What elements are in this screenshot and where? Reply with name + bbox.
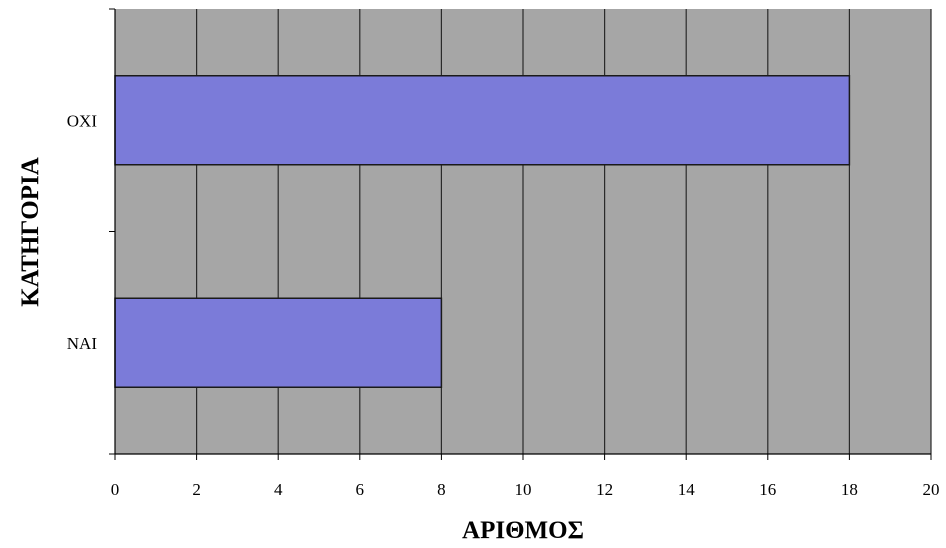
bars bbox=[114, 75, 851, 388]
x-tick-label: 20 bbox=[923, 480, 940, 499]
y-tick-labels: ΝΑΙ ΟΧΙ bbox=[67, 111, 98, 353]
axes bbox=[109, 8, 932, 460]
x-tick-label: 2 bbox=[192, 480, 201, 499]
x-axis-title: ΑΡΙΘΜΟΣ bbox=[462, 517, 584, 544]
x-tick-label: 0 bbox=[111, 480, 120, 499]
y-axis-title: ΚΑΤΗΓΟΡΙΑ bbox=[17, 157, 44, 307]
bar-2 bbox=[114, 75, 851, 166]
y-tick-label: ΝΑΙ bbox=[67, 334, 98, 353]
y-tick-label: ΟΧΙ bbox=[67, 111, 98, 130]
x-tick-labels: 0 2 4 6 8 10 12 14 16 18 20 bbox=[111, 480, 940, 499]
x-tick-label: 8 bbox=[437, 480, 446, 499]
x-tick-label: 4 bbox=[274, 480, 283, 499]
x-tick-label: 18 bbox=[841, 480, 858, 499]
x-tick-label: 6 bbox=[356, 480, 365, 499]
x-tick-label: 10 bbox=[515, 480, 532, 499]
x-tick-label: 12 bbox=[596, 480, 613, 499]
x-tick-label: 16 bbox=[759, 480, 776, 499]
x-tick-label: 14 bbox=[678, 480, 696, 499]
bar-1 bbox=[114, 297, 443, 388]
